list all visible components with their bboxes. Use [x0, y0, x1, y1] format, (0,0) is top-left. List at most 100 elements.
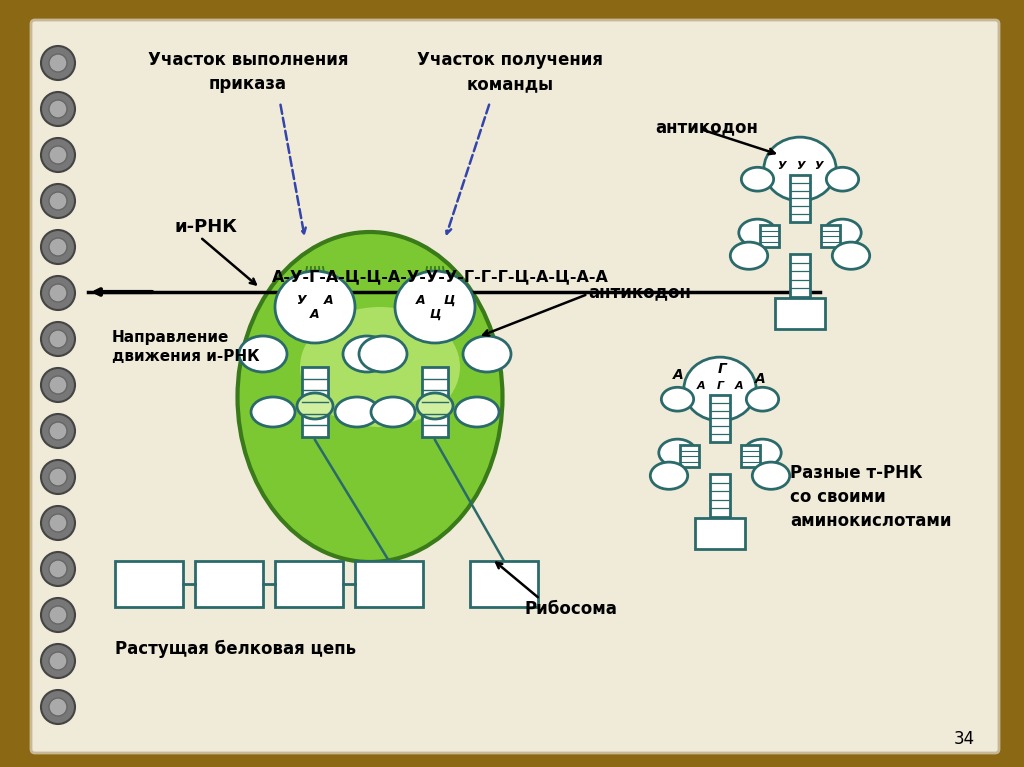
Ellipse shape	[463, 336, 511, 372]
Bar	[680, 445, 698, 467]
Text: и-РНК: и-РНК	[175, 218, 238, 236]
Circle shape	[41, 644, 75, 678]
Ellipse shape	[417, 393, 453, 419]
Circle shape	[49, 238, 67, 256]
Circle shape	[49, 330, 67, 348]
Ellipse shape	[455, 397, 499, 427]
Ellipse shape	[371, 397, 415, 427]
Ellipse shape	[833, 242, 869, 269]
Circle shape	[49, 100, 67, 118]
Bar	[355, 561, 423, 607]
Text: Ц: Ц	[429, 308, 440, 321]
Bar	[710, 474, 730, 516]
FancyBboxPatch shape	[31, 20, 999, 753]
Circle shape	[41, 414, 75, 448]
Ellipse shape	[741, 167, 774, 191]
Text: антикодон: антикодон	[655, 118, 758, 136]
Bar	[422, 367, 449, 437]
Ellipse shape	[251, 397, 295, 427]
Ellipse shape	[297, 393, 333, 419]
Circle shape	[49, 606, 67, 624]
Text: У: У	[777, 160, 785, 170]
Circle shape	[49, 514, 67, 532]
Ellipse shape	[826, 167, 859, 191]
Bar	[790, 175, 810, 222]
Circle shape	[49, 146, 67, 164]
Text: 34: 34	[954, 730, 975, 748]
Ellipse shape	[823, 219, 861, 246]
Ellipse shape	[730, 242, 768, 269]
Ellipse shape	[300, 307, 460, 427]
Ellipse shape	[239, 336, 287, 372]
Ellipse shape	[359, 336, 407, 372]
Circle shape	[41, 598, 75, 632]
Circle shape	[49, 284, 67, 302]
Text: А: А	[755, 372, 765, 386]
Ellipse shape	[743, 439, 781, 466]
Text: У: У	[296, 294, 306, 307]
Circle shape	[41, 368, 75, 402]
Bar	[741, 445, 760, 467]
Text: Рибосома: Рибосома	[525, 600, 617, 618]
Circle shape	[41, 92, 75, 126]
Circle shape	[49, 560, 67, 578]
Text: А: А	[416, 294, 426, 307]
Bar	[775, 298, 824, 329]
Ellipse shape	[738, 219, 776, 246]
Text: антикодон: антикодон	[588, 283, 691, 301]
Text: Направление
движения и-РНК: Направление движения и-РНК	[112, 330, 260, 364]
Text: Г: Г	[718, 362, 726, 376]
Ellipse shape	[684, 357, 756, 421]
Text: А: А	[734, 380, 743, 390]
Ellipse shape	[746, 387, 778, 411]
Ellipse shape	[662, 387, 693, 411]
Circle shape	[41, 46, 75, 80]
Circle shape	[41, 552, 75, 586]
Text: А: А	[325, 294, 334, 307]
Text: Участок выполнения
приказа: Участок выполнения приказа	[147, 51, 348, 93]
Text: Ц: Ц	[443, 294, 455, 307]
Bar	[821, 225, 840, 247]
Ellipse shape	[343, 336, 391, 372]
Bar	[302, 367, 328, 437]
Circle shape	[49, 422, 67, 440]
Circle shape	[41, 138, 75, 172]
Bar	[695, 518, 744, 549]
Circle shape	[49, 698, 67, 716]
Circle shape	[49, 652, 67, 670]
Text: Г: Г	[717, 380, 724, 390]
Circle shape	[49, 468, 67, 486]
Circle shape	[49, 376, 67, 394]
Ellipse shape	[335, 397, 379, 427]
Circle shape	[41, 184, 75, 218]
Circle shape	[49, 192, 67, 210]
Text: У: У	[814, 160, 823, 170]
Ellipse shape	[395, 271, 475, 343]
Text: А: А	[673, 368, 683, 382]
Bar	[195, 561, 263, 607]
Circle shape	[41, 690, 75, 724]
Circle shape	[41, 460, 75, 494]
Ellipse shape	[764, 137, 837, 201]
Text: А: А	[310, 308, 319, 321]
Text: У: У	[796, 160, 804, 170]
Ellipse shape	[238, 232, 503, 562]
Ellipse shape	[658, 439, 696, 466]
Ellipse shape	[275, 271, 355, 343]
Text: Участок получения
команды: Участок получения команды	[417, 51, 603, 93]
Text: Растущая белковая цепь: Растущая белковая цепь	[115, 640, 356, 658]
Text: Разные т-РНК
со своими
аминокислотами: Разные т-РНК со своими аминокислотами	[790, 464, 951, 529]
Bar	[115, 561, 183, 607]
Ellipse shape	[650, 462, 688, 489]
Circle shape	[41, 276, 75, 310]
Ellipse shape	[753, 462, 790, 489]
Circle shape	[49, 54, 67, 72]
Circle shape	[41, 322, 75, 356]
Bar	[470, 561, 538, 607]
Bar	[760, 225, 778, 247]
Circle shape	[41, 506, 75, 540]
Text: А: А	[697, 380, 706, 390]
Bar	[710, 395, 730, 442]
Text: А-У-Г-А-Ц-Ц-А-У-У-У-Г-Г-Г-Ц-А-Ц-А-А: А-У-Г-А-Ц-Ц-А-У-У-У-Г-Г-Г-Ц-А-Ц-А-А	[271, 269, 608, 284]
Bar	[275, 561, 343, 607]
